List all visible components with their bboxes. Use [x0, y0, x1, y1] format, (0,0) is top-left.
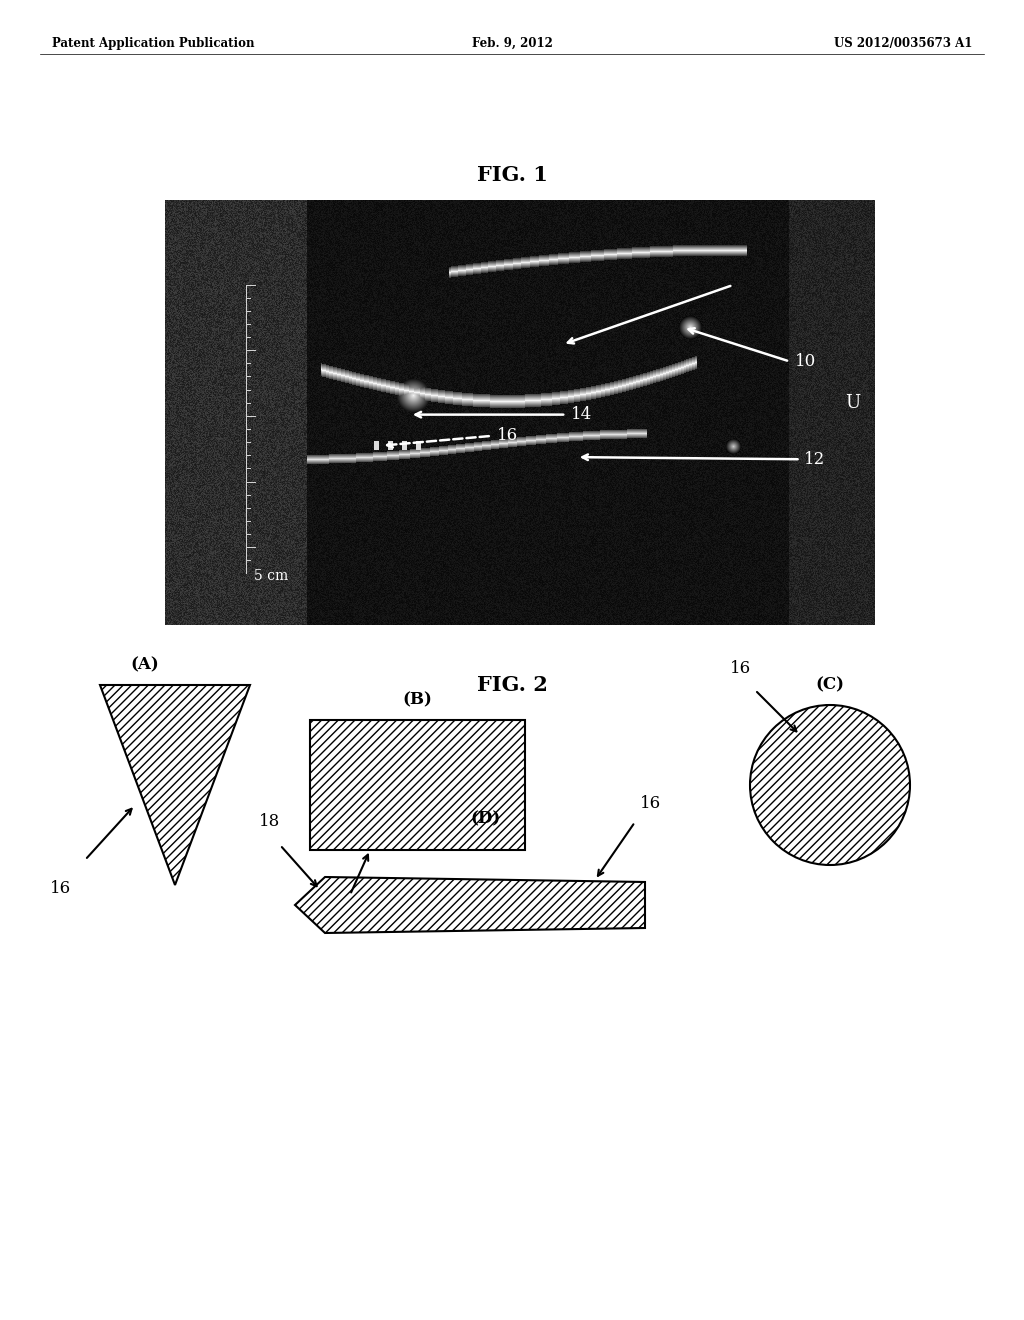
Text: 10: 10	[795, 352, 816, 370]
Text: Patent Application Publication: Patent Application Publication	[52, 37, 255, 50]
Text: 16: 16	[639, 795, 660, 812]
Text: FIG. 1: FIG. 1	[476, 165, 548, 185]
Text: U: U	[845, 393, 860, 412]
Text: 5 cm: 5 cm	[254, 569, 288, 582]
Text: 16: 16	[729, 660, 751, 677]
Bar	[310, 719, 525, 850]
Polygon shape	[295, 876, 645, 933]
Text: 16: 16	[49, 880, 71, 898]
Text: 16: 16	[330, 906, 350, 921]
Text: (B): (B)	[402, 690, 432, 708]
Text: US 2012/0035673 A1: US 2012/0035673 A1	[834, 37, 972, 50]
Text: 14: 14	[571, 407, 593, 424]
Text: (C): (C)	[815, 676, 845, 693]
Text: (A): (A)	[131, 656, 160, 673]
Text: 12: 12	[804, 450, 824, 467]
Text: Feb. 9, 2012: Feb. 9, 2012	[472, 37, 552, 50]
Text: (D): (D)	[470, 810, 500, 828]
Text: R: R	[140, 393, 154, 412]
Text: 16: 16	[497, 428, 518, 445]
Text: 18: 18	[259, 813, 281, 830]
Polygon shape	[100, 685, 250, 884]
Ellipse shape	[750, 705, 910, 865]
Text: FIG. 2: FIG. 2	[476, 675, 548, 696]
